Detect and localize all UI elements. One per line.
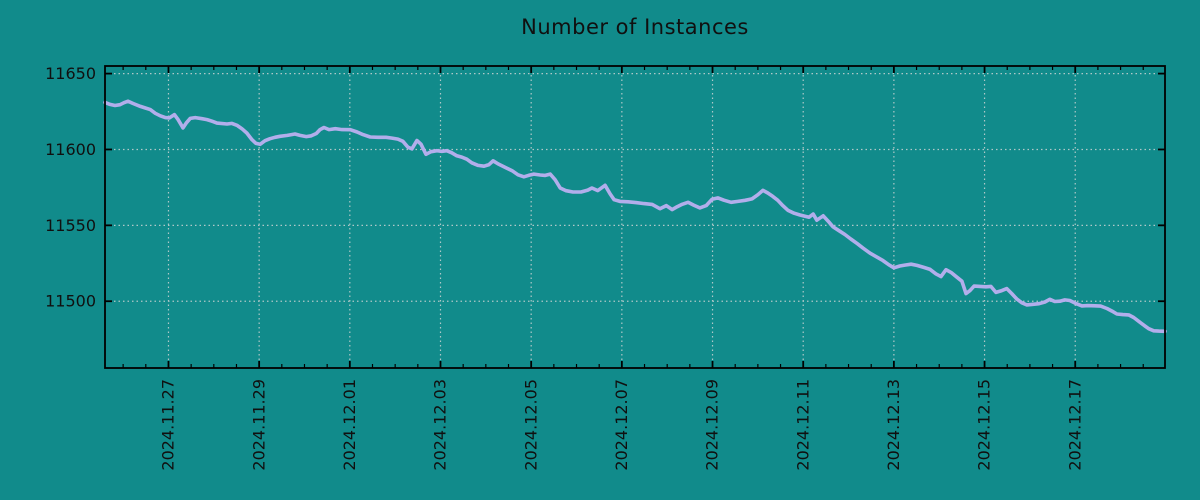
axes [104,65,1166,369]
x-tick-label: 2024.12.13 [884,379,903,471]
x-tick-label: 2024.12.17 [1065,379,1084,471]
x-tick-label: 2024.12.05 [521,379,540,471]
grid-lines [105,66,1165,368]
y-tick-label: 11650 [45,64,96,83]
tick-labels: 11500 11550 11600 11650 2024.11.27 2024.11.29… [45,64,1084,471]
series-line-instances [103,99,1167,334]
y-tick-label: 11500 [45,292,96,311]
x-tick-label: 2024.12.01 [340,379,359,471]
x-tick-label: 2024.12.15 [975,379,994,471]
x-tick-label: 2024.11.27 [159,379,178,471]
x-tick-label: 2024.11.29 [249,379,268,471]
chart-title: Number of Instances [521,15,749,39]
y-tick-label: 11600 [45,140,96,159]
x-tick-label: 2024.12.09 [703,379,722,471]
x-tick-label: 2024.12.11 [793,379,812,471]
y-tick-label: 11550 [45,216,96,235]
x-tick-label: 2024.12.07 [612,379,631,471]
x-tick-label: 2024.12.03 [431,379,450,471]
